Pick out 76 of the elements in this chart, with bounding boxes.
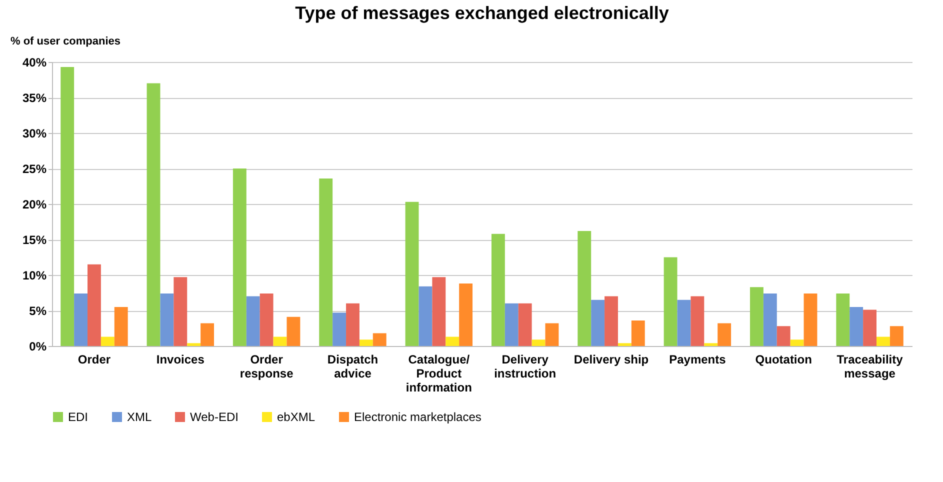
bar bbox=[372, 333, 386, 346]
bar bbox=[273, 336, 287, 346]
chart-title: Type of messages exchanged electronically bbox=[295, 3, 669, 23]
y-tick-label: 35% bbox=[22, 91, 47, 105]
bar bbox=[504, 303, 518, 346]
bar bbox=[664, 257, 678, 346]
bar bbox=[518, 303, 532, 346]
bar bbox=[618, 343, 632, 346]
legend-label: ebXML bbox=[277, 410, 316, 424]
bar bbox=[286, 316, 300, 346]
bar bbox=[690, 296, 704, 346]
bar bbox=[260, 293, 274, 346]
bar bbox=[60, 66, 74, 346]
bar bbox=[890, 326, 904, 346]
y-tick-label: 10% bbox=[22, 268, 47, 282]
bar bbox=[114, 306, 128, 346]
bar bbox=[146, 83, 160, 346]
x-tick-label: Delivery instruction bbox=[494, 352, 556, 380]
bar bbox=[790, 340, 804, 346]
bar bbox=[718, 323, 732, 346]
legend-label: EDI bbox=[68, 410, 88, 424]
x-tick-label: Quotation bbox=[755, 352, 812, 366]
bar bbox=[418, 286, 432, 346]
x-tick-label: Dispatch advice bbox=[327, 352, 378, 380]
y-tick-label: 0% bbox=[29, 340, 47, 354]
x-tick-label: Catalogue/ Product information bbox=[406, 352, 472, 394]
bar bbox=[100, 336, 114, 346]
bar bbox=[604, 296, 618, 346]
bar bbox=[763, 293, 777, 346]
y-tick-label: 40% bbox=[22, 56, 47, 70]
bar bbox=[863, 310, 876, 346]
bar bbox=[850, 306, 864, 346]
x-tick-label: Order response bbox=[240, 352, 294, 380]
bar bbox=[187, 343, 201, 346]
bar bbox=[804, 293, 818, 346]
bar bbox=[836, 293, 850, 346]
bar bbox=[246, 296, 260, 346]
bar bbox=[591, 300, 605, 346]
bar bbox=[88, 264, 101, 346]
bar bbox=[319, 178, 333, 346]
bar bbox=[750, 287, 764, 346]
x-tick-label: Order bbox=[78, 352, 111, 366]
bar bbox=[631, 320, 645, 346]
legend-label: XML bbox=[127, 410, 152, 424]
y-tick-label: 25% bbox=[22, 162, 47, 176]
bar bbox=[359, 340, 373, 346]
y-tick-label: 5% bbox=[29, 304, 47, 318]
bar bbox=[677, 300, 691, 346]
y-tick-label: 20% bbox=[22, 198, 47, 212]
bar bbox=[200, 323, 214, 346]
bar bbox=[578, 230, 592, 346]
y-tick-label: 30% bbox=[22, 126, 47, 140]
y-tick-label: 15% bbox=[22, 233, 47, 247]
bar bbox=[532, 340, 546, 346]
bar bbox=[459, 284, 473, 346]
bar bbox=[776, 326, 790, 346]
bar bbox=[491, 234, 505, 346]
bar bbox=[74, 293, 88, 346]
bar bbox=[405, 202, 419, 346]
bar bbox=[545, 323, 559, 346]
bar bbox=[232, 168, 246, 346]
x-tick-label: Delivery ship bbox=[574, 352, 649, 366]
x-tick-label: Traceability message bbox=[836, 352, 904, 380]
y-axis-title: % of user companies bbox=[10, 36, 121, 48]
bar bbox=[160, 293, 174, 346]
x-tick-label: Payments bbox=[669, 352, 726, 366]
bar bbox=[346, 303, 360, 346]
bar bbox=[876, 336, 890, 346]
bar bbox=[174, 277, 188, 346]
bar bbox=[704, 343, 718, 346]
legend-label: Electronic marketplaces bbox=[354, 410, 482, 424]
bar bbox=[332, 312, 346, 346]
x-tick-label: Invoices bbox=[156, 352, 205, 366]
bar bbox=[446, 336, 460, 346]
bar bbox=[432, 277, 446, 346]
legend-label: Web-EDI bbox=[190, 410, 238, 424]
